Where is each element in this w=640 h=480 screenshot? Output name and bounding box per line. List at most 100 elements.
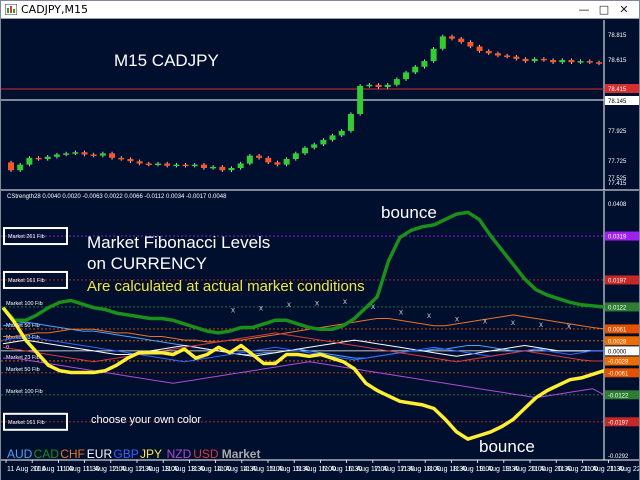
candle: [44, 156, 51, 159]
marker-point: x: [427, 311, 431, 320]
candle: [283, 159, 290, 165]
price-pane[interactable]: M15 CADJPY 78.815 78.615 77.925 77.725 77.52…: [1, 20, 639, 190]
legend-item-usd[interactable]: USD: [193, 447, 219, 461]
legend-market-label[interactable]: Market: [222, 447, 261, 461]
last-price-tag: [605, 84, 639, 93]
fib-tags-group: 0.0319 0.0197 0.0122 0.0061 0.0028 0.0000 -0.0…: [605, 231, 639, 427]
legend-item-eur[interactable]: EUR: [87, 447, 113, 461]
time-tick-label: 11 Aug 11:30: [59, 466, 99, 473]
candle: [531, 58, 538, 62]
fib-value-tag: [605, 231, 639, 241]
bounce-bottom-label: bounce: [479, 437, 535, 456]
time-tick-label: 11 Aug 19:30: [479, 466, 520, 473]
price-tick-label: 78.815: [608, 33, 627, 39]
candle: [90, 154, 97, 156]
marker-point: x: [287, 300, 291, 309]
symbol-label: M15 CADJPY: [114, 51, 219, 70]
candle: [8, 162, 14, 171]
maximize-button[interactable]: □: [598, 3, 610, 16]
candle: [568, 60, 575, 63]
indicator-tick-label: -0.0292: [608, 454, 629, 460]
candle: [439, 36, 446, 49]
candle: [136, 161, 143, 164]
legend-item-chf[interactable]: CHF: [60, 447, 85, 461]
legend-item-jpy[interactable]: JPY: [140, 447, 162, 461]
legend-item-cad[interactable]: CAD: [34, 447, 60, 461]
candle: [292, 153, 299, 159]
fib-value-tag-label: 0.0197: [608, 278, 627, 284]
time-tick-label: 11 Aug 2016: [7, 466, 46, 473]
legend-item-nzd[interactable]: NZD: [167, 447, 192, 461]
price-tick-label: 77.525: [608, 176, 627, 182]
strength-line-jpy: [1, 306, 605, 441]
candle: [550, 60, 557, 63]
candle: [265, 157, 272, 163]
candle: [302, 147, 308, 154]
time-tick-label: 11 Aug 13:00: [138, 466, 179, 473]
candle: [412, 66, 419, 73]
candle: [311, 144, 318, 148]
close-button[interactable]: ✕: [619, 3, 629, 16]
last-price-tag-label: 78.415: [608, 87, 627, 93]
minimize-button[interactable]: —: [578, 3, 590, 16]
fib-level-label: Market 161 Fib: [8, 278, 45, 284]
candle: [540, 58, 547, 61]
title-bar[interactable]: CADJPY,M15 — □ ✕: [1, 1, 639, 19]
marker-point: x: [343, 297, 347, 306]
currency-legend[interactable]: AUD CAD CHF EUR GBP JPY NZD USD Market: [7, 447, 260, 461]
fib-level-label: Market 50 Fib: [6, 367, 40, 373]
candle: [17, 164, 24, 171]
fib-value-tag-label: 0.0319: [608, 235, 627, 241]
time-tick-label: 11 Aug 16:00: [295, 466, 336, 473]
price-tick-label: 77.415: [608, 181, 627, 187]
thick-series-group: [1, 210, 605, 441]
fib-subtitle: Are calculated at actual market conditio…: [87, 278, 365, 295]
bounce-top-label: bounce: [381, 203, 437, 222]
candle: [421, 61, 428, 67]
time-tick-label: 11 Aug 14:00: [190, 466, 231, 473]
time-tick-label: 11 Aug 18:30: [426, 466, 467, 473]
time-tick-label: 11 Aug 18:00: [400, 466, 441, 473]
fib-value-tag: [605, 368, 639, 378]
marker-point: x: [455, 314, 459, 323]
price-tick-label: 78.615: [608, 58, 627, 64]
candle: [559, 60, 566, 63]
fib-level-label: Market 50 Fib: [6, 323, 40, 329]
fib-value-tag-label: -0.0197: [608, 420, 629, 426]
marker-point: x: [567, 322, 571, 331]
fib-level-label: Market 261 Fib: [8, 234, 45, 240]
fib-value-tag: [605, 417, 639, 427]
marker-point: x: [399, 307, 403, 316]
time-tick-label: 11 Aug 12:30: [112, 466, 153, 473]
indicator-tick-label: 0.0408: [608, 202, 627, 208]
legend-item-aud[interactable]: AUD: [7, 447, 33, 461]
candle: [485, 51, 492, 54]
candle: [320, 139, 327, 145]
candle: [384, 84, 391, 87]
choose-color-label: choose your own color: [91, 414, 201, 426]
time-tick-label: 11 Aug 20:30: [531, 466, 572, 473]
chart-area[interactable]: M15 CADJPY 78.815 78.615 77.925 77.725 77.52…: [1, 20, 639, 480]
time-tick-label: 11 Aug 16:30: [321, 466, 362, 473]
candle: [182, 164, 189, 167]
candle: [596, 62, 602, 64]
candle: [467, 42, 474, 47]
time-tick-label: 11 Aug 17:00: [348, 466, 389, 473]
candle: [173, 164, 180, 167]
candle: [26, 157, 33, 165]
indicator-axis-ticks: 0.0408 -0.0292: [608, 202, 629, 460]
time-tick-label: 11 Aug 17:30: [374, 466, 415, 473]
candle: [256, 155, 263, 158]
fib-level-label: Market 23 Fib: [6, 355, 40, 361]
candle: [449, 36, 455, 39]
fib-value-tag: [605, 302, 639, 312]
candle: [504, 55, 511, 57]
legend-item-gbp[interactable]: GBP: [113, 447, 138, 461]
fib-label-box: [3, 227, 68, 246]
candle: [494, 53, 501, 56]
candle: [237, 163, 244, 168]
indicator-pane[interactable]: CStrength28 0.0040 0.0020 -0.0063 0.0022…: [1, 191, 639, 460]
